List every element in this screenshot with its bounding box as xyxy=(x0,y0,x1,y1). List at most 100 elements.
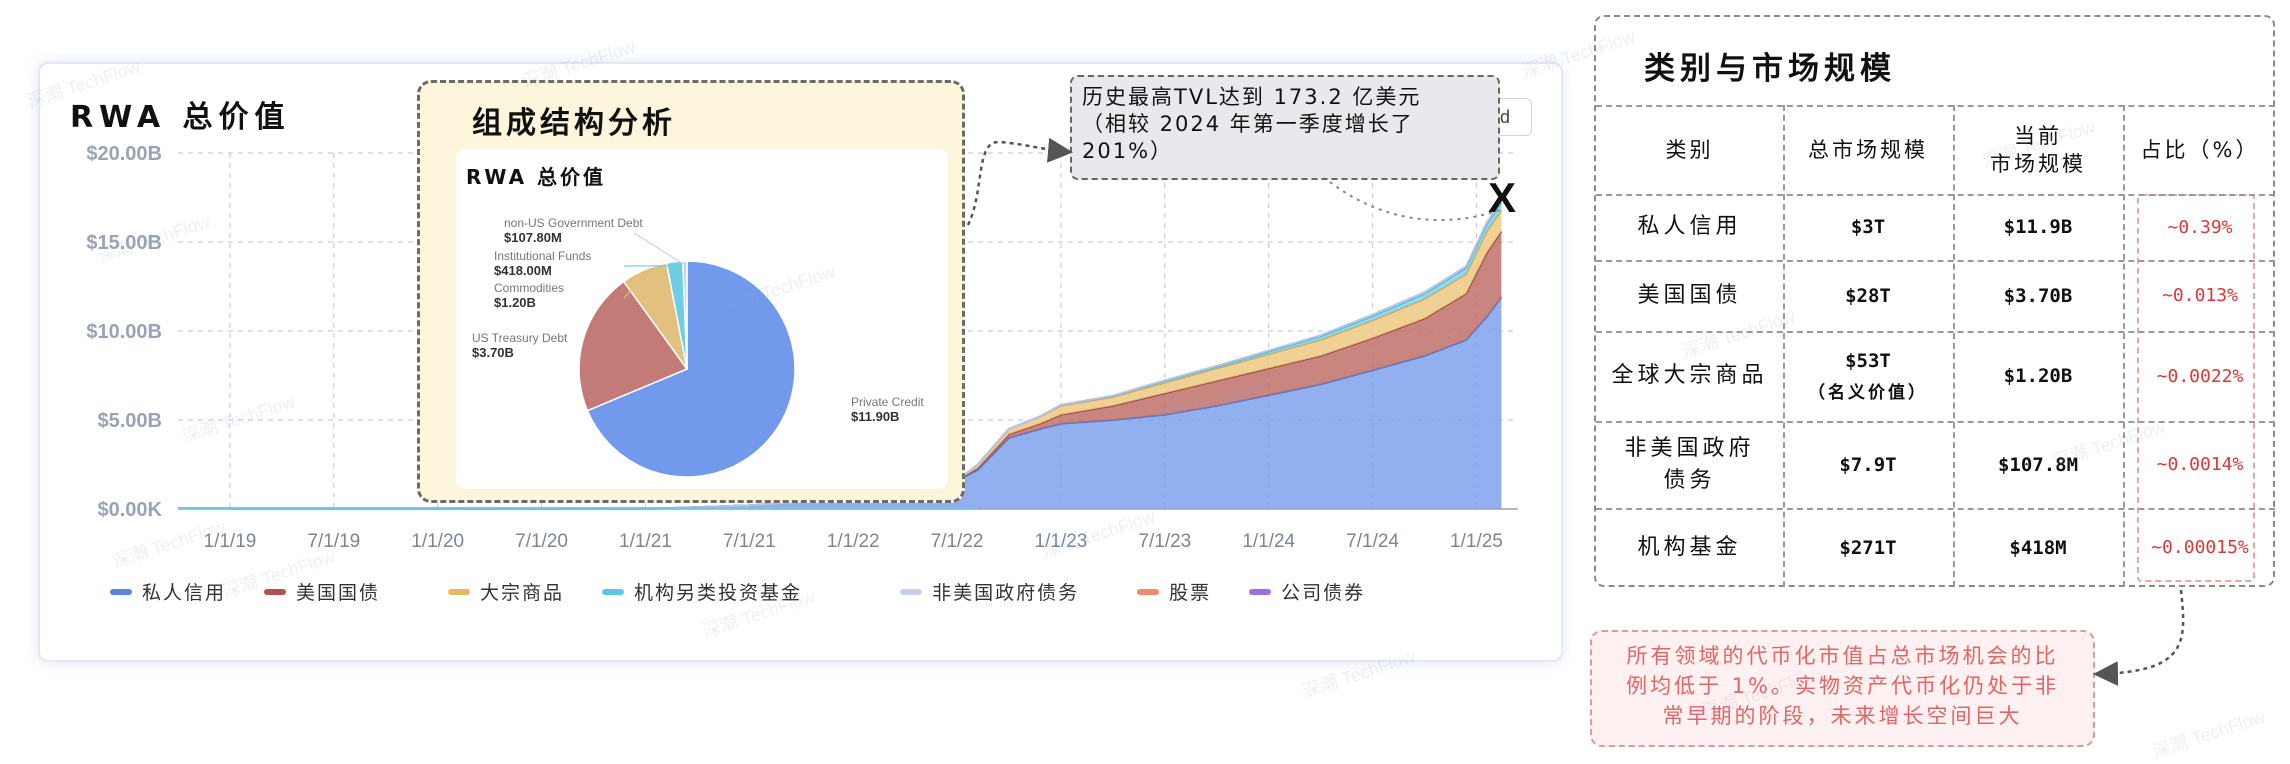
legend-swatch xyxy=(1137,588,1160,595)
x-tick-label: 1/1/23 xyxy=(1035,531,1088,552)
current-market-cell-text: $11.9B xyxy=(2003,216,2073,238)
x-tick-label: 7/1/23 xyxy=(1138,531,1191,552)
table-header-cell-text: 市场规模 xyxy=(1990,151,2086,176)
legend-label: 大宗商品 xyxy=(480,582,565,604)
table-header-cell-text: 占比（%） xyxy=(2140,137,2260,162)
watermark-text: 深潮 TechFlow xyxy=(2150,706,2268,762)
table-header-cell: 占比（%） xyxy=(2123,105,2277,194)
total-market-cell-text: $7.9T xyxy=(1839,453,1897,476)
current-market-cell: $107.8M xyxy=(1953,421,2123,508)
x-tick-label: 1/1/24 xyxy=(1242,531,1295,552)
pie-label: US Treasury Debt xyxy=(472,331,568,345)
x-tick-label: 1/1/22 xyxy=(827,531,880,552)
pie-leader-line xyxy=(623,273,647,299)
x-tick-label: 1/1/25 xyxy=(1450,531,1503,552)
inset-title: 组成结构分析 xyxy=(472,106,676,141)
share-cell: ~0.0022% xyxy=(2123,331,2277,421)
legend-item-non-us-gov-debt[interactable]: 非美国政府债务 xyxy=(900,578,1079,605)
legend-label: 美国国债 xyxy=(296,582,381,604)
table-row-divider xyxy=(1596,105,2275,107)
total-market-note: （名义价值） xyxy=(1808,382,1928,403)
legend-item-institutional-funds[interactable]: 机构另类投资基金 xyxy=(602,578,802,605)
total-market-cell: $3T xyxy=(1783,194,1953,260)
tvl-callout: 历史最高TVL达到 173.2 亿美元 （相较 2024 年第一季度增长了 20… xyxy=(1070,75,1500,180)
total-market-cell-text: $53T xyxy=(1845,349,1891,372)
table-header-cell: 当前 市场规模 xyxy=(1953,105,2123,194)
pie-label: non-US Government Debt xyxy=(504,216,643,230)
y-tick-label: $15.00B xyxy=(86,232,162,254)
composition-inset: 组成结构分析 RWA 总价值 Private Credit $11.90B US T… xyxy=(417,80,965,503)
legend-item-us-treasury[interactable]: 美国国债 xyxy=(264,578,380,605)
category-cell-text: 债务 xyxy=(1663,467,1716,493)
current-market-cell: $3.70B xyxy=(1953,260,2123,331)
chart-title: RWA 总价值 xyxy=(70,100,291,135)
legend-swatch xyxy=(602,588,625,595)
share-cell: ~0.0014% xyxy=(2123,421,2277,508)
table-header-cell-text: 类别 xyxy=(1665,137,1714,162)
legend-label: 公司债券 xyxy=(1281,582,1366,604)
pie-value-label: $107.80M xyxy=(504,230,562,245)
y-tick-label: $5.00B xyxy=(98,410,163,432)
total-market-cell: $271T xyxy=(1783,508,1953,587)
conclusion-note: 所有领域的代币化市值占总市场机会的比 例均低于 1%。实物资产代币化仍处于非 常… xyxy=(1590,630,2095,747)
pie-slice-0 xyxy=(586,260,796,478)
category-cell: 非美国政府 债务 xyxy=(1596,421,1783,508)
share-cell: ~0.00015% xyxy=(2123,508,2277,587)
pie-value-label: $418.00M xyxy=(494,263,552,278)
share-cell-text: ~0.00015% xyxy=(2151,537,2249,558)
total-market-cell: $28T xyxy=(1783,260,1953,331)
pie-label: Private Credit xyxy=(851,395,924,409)
current-market-cell: $1.20B xyxy=(1953,331,2123,421)
y-tick-label: $20.00B xyxy=(86,143,162,165)
callout-line: 历史最高TVL达到 173.2 亿美元 xyxy=(1082,85,1422,109)
table-column-divider xyxy=(1783,105,1785,587)
x-tick-label: 1/1/19 xyxy=(204,531,257,552)
total-market-cell: $7.9T xyxy=(1783,421,1953,508)
pie-value-label: $1.20B xyxy=(494,295,536,310)
table-row-divider xyxy=(1596,194,2275,196)
table-header-cell: 类别 xyxy=(1596,105,1783,194)
x-tick-label: 7/1/22 xyxy=(931,531,984,552)
category-cell: 机构基金 xyxy=(1596,508,1783,587)
pie-leader-line xyxy=(633,232,686,266)
share-cell-text: ~0.39% xyxy=(2167,216,2233,238)
table-header-cell: 总市场规模 xyxy=(1783,105,1953,194)
x-tick-label: 7/1/20 xyxy=(515,531,568,552)
x-tick-label: 1/1/20 xyxy=(411,531,464,552)
rwa-area-chart: $0.00K $5.00B $10.00B $15.00B $20.00B 1/1/19 7… xyxy=(86,143,1518,552)
category-cell-text: 美国国债 xyxy=(1637,282,1742,308)
share-cell-text: ~0.013% xyxy=(2162,285,2238,306)
chart-legend: 私人信用 美国国债 大宗商品 机构另类投资基金 非美国政府债务 股票 公司债券 xyxy=(110,578,1403,605)
legend-label: 机构另类投资基金 xyxy=(634,582,803,604)
table-row-divider xyxy=(1596,331,2275,333)
current-market-cell: $11.9B xyxy=(1953,194,2123,260)
peak-x-marker: X xyxy=(1488,174,1517,221)
category-cell-text: 私人信用 xyxy=(1637,214,1742,239)
note-line: 所有领域的代币化市值占总市场机会的比 xyxy=(1626,644,2059,668)
legend-swatch xyxy=(1249,588,1272,595)
pie-value-label: $11.90B xyxy=(851,409,899,424)
rwa-pie-chart: Private Credit$11.90B US Treasury Debt$3.… xyxy=(472,216,924,478)
table-row-divider xyxy=(1596,260,2275,262)
share-cell-text: ~0.0022% xyxy=(2156,365,2244,387)
legend-item-private-credit[interactable]: 私人信用 xyxy=(110,578,226,605)
legend-item-commodities[interactable]: 大宗商品 xyxy=(448,578,564,605)
area-series-0 xyxy=(229,297,1502,509)
table-title: 类别与市场规模 xyxy=(1644,51,1896,87)
table-header-cell-text: 当前 xyxy=(2014,123,2062,148)
pie-value-label: $3.70B xyxy=(472,345,514,360)
legend-item-stocks[interactable]: 股票 xyxy=(1137,578,1211,605)
legend-swatch xyxy=(900,588,923,595)
table-header-cell-text: 总市场规模 xyxy=(1808,137,1928,162)
legend-label: 私人信用 xyxy=(142,582,227,604)
market-size-table: 类别与市场规模 类别 总市场规模 当前 市场规模 占比（%） 私人信用 $3T $11.9B ~… xyxy=(1594,15,2275,587)
callout-line: （相较 2024 年第一季度增长了 xyxy=(1082,112,1414,136)
table-column-divider xyxy=(1953,105,1955,587)
pie-slice-4 xyxy=(682,260,688,370)
note-line: 例均低于 1%。实物资产代币化仍处于非 xyxy=(1626,674,2059,698)
legend-item-corporate-bonds[interactable]: 公司债券 xyxy=(1249,578,1365,605)
legend-toggle-button[interactable]: d xyxy=(1498,98,1532,136)
category-cell-text: 非美国政府 xyxy=(1624,435,1755,461)
pie-panel: RWA 总价值 Private Credit $11.90B US Treasury… xyxy=(456,149,948,489)
current-market-cell-text: $3.70B xyxy=(2003,284,2073,307)
